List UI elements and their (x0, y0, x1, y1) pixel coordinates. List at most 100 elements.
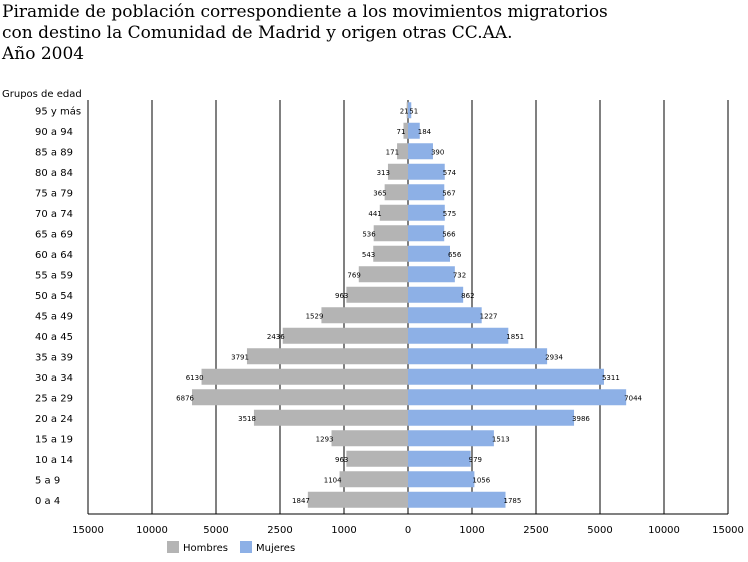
title-line-3: Año 2004 (2, 44, 85, 64)
bar-mujeres (408, 286, 464, 303)
data-label-mujeres: 567 (442, 189, 455, 197)
category-label: 60 a 64 (35, 250, 73, 261)
bar-mujeres (408, 450, 471, 467)
data-label-mujeres: 3986 (572, 415, 590, 423)
bar-mujeres (408, 430, 494, 447)
data-label-hombres: 3518 (238, 415, 256, 423)
bar-hombres (191, 389, 408, 406)
data-label-mujeres: 7044 (624, 394, 642, 402)
bar-hombres (406, 102, 408, 119)
x-tick-label: 1000 (459, 525, 484, 536)
bar-mujeres (408, 266, 455, 283)
data-label-mujeres: 575 (443, 210, 456, 218)
data-label-mujeres: 1851 (506, 333, 524, 341)
bar-mujeres (408, 184, 445, 201)
legend-swatch-hombres (167, 541, 179, 553)
data-label-mujeres: 184 (418, 128, 432, 136)
title-line-1: Piramide de población correspondiente a … (2, 2, 608, 22)
bar-mujeres (408, 348, 548, 365)
category-label: 50 a 54 (35, 291, 73, 302)
data-label-hombres: 3791 (231, 353, 249, 361)
bar-hombres (246, 348, 408, 365)
x-tick-label: 2500 (523, 525, 548, 536)
bar-mujeres (408, 143, 433, 160)
data-label-hombres: 441 (368, 210, 381, 218)
data-label-hombres: 365 (373, 189, 386, 197)
data-label-mujeres: 566 (442, 230, 456, 238)
legend-label-hombres: Hombres (183, 543, 228, 554)
data-label-hombres: 543 (362, 251, 375, 259)
data-label-mujeres: 1785 (503, 497, 521, 505)
data-label-hombres: 1529 (306, 312, 324, 320)
data-label-hombres: 71 (397, 128, 406, 136)
bar-mujeres (408, 307, 482, 324)
data-label-mujeres: 862 (461, 292, 474, 300)
bar-mujeres (408, 471, 475, 488)
category-label: 45 a 49 (35, 311, 73, 322)
x-tick-label: 15000 (712, 525, 744, 536)
bar-hombres (307, 491, 408, 508)
bar-hombres (346, 450, 408, 467)
data-label-mujeres: 979 (469, 456, 482, 464)
category-label: 20 a 24 (35, 414, 73, 425)
bar-mujeres (408, 163, 445, 180)
data-label-hombres: 313 (377, 169, 390, 177)
bar-hombres (384, 184, 408, 201)
data-label-hombres: 963 (335, 456, 348, 464)
data-label-hombres: 1104 (324, 476, 342, 484)
bars (191, 102, 627, 508)
data-label-mujeres: 1056 (472, 476, 490, 484)
bar-mujeres (408, 389, 627, 406)
data-label-mujeres: 51 (409, 107, 418, 115)
bar-hombres (379, 204, 408, 221)
data-label-hombres: 2436 (267, 333, 285, 341)
bar-hombres (339, 471, 408, 488)
category-labels: 95 y más 90 a 94 85 a 89 80 a 84 75 a 79 70 a… (35, 105, 81, 507)
data-label-mujeres: 732 (453, 271, 466, 279)
data-label-hombres: 171 (386, 148, 399, 156)
category-label: 65 a 69 (35, 229, 73, 240)
legend-label-mujeres: Mujeres (256, 543, 295, 554)
bar-hombres (321, 307, 408, 324)
category-label: 35 a 39 (35, 352, 73, 363)
bar-mujeres (408, 327, 509, 344)
category-label: 15 a 19 (35, 434, 73, 445)
data-label-mujeres: 1227 (480, 312, 498, 320)
x-tick-label: 2500 (267, 525, 292, 536)
data-label-hombres: 963 (335, 292, 348, 300)
bar-mujeres (408, 122, 420, 139)
x-tick-label: 10000 (136, 525, 168, 536)
category-label: 10 a 14 (35, 455, 73, 466)
category-label: 85 a 89 (35, 147, 73, 158)
x-tick-label: 5000 (203, 525, 228, 536)
x-tick-labels: 15000 10000 5000 2500 1000 0 1000 2500 5000 10000… (72, 525, 744, 536)
data-label-hombres: 6130 (186, 374, 204, 382)
x-tick-label: 0 (405, 525, 411, 536)
data-label-mujeres: 1513 (492, 435, 510, 443)
bar-mujeres (408, 491, 506, 508)
x-tick-label: 1000 (331, 525, 356, 536)
y-axis-label: Grupos de edad (2, 89, 82, 100)
bar-mujeres (408, 102, 412, 119)
data-label-mujeres: 390 (431, 148, 444, 156)
bar-hombres (397, 143, 408, 160)
data-label-hombres: 1293 (316, 435, 334, 443)
bar-mujeres (408, 368, 604, 385)
data-label-mujeres: 2934 (545, 353, 563, 361)
data-label-mujeres: 574 (443, 169, 457, 177)
x-tick-label: 5000 (587, 525, 612, 536)
x-tick-label: 10000 (648, 525, 680, 536)
bar-hombres (201, 368, 408, 385)
data-label-hombres: 769 (347, 271, 360, 279)
bar-hombres (358, 266, 408, 283)
category-label: 40 a 45 (35, 332, 73, 343)
bar-mujeres (408, 225, 445, 242)
bar-hombres (403, 122, 408, 139)
chart-title: Piramide de población correspondiente a … (2, 2, 608, 65)
category-label: 70 a 74 (35, 209, 73, 220)
title-line-2: con destino la Comunidad de Madrid y ori… (2, 23, 513, 43)
category-label: 75 a 79 (35, 188, 73, 199)
bar-mujeres (408, 204, 445, 221)
bar-mujeres (408, 409, 575, 426)
